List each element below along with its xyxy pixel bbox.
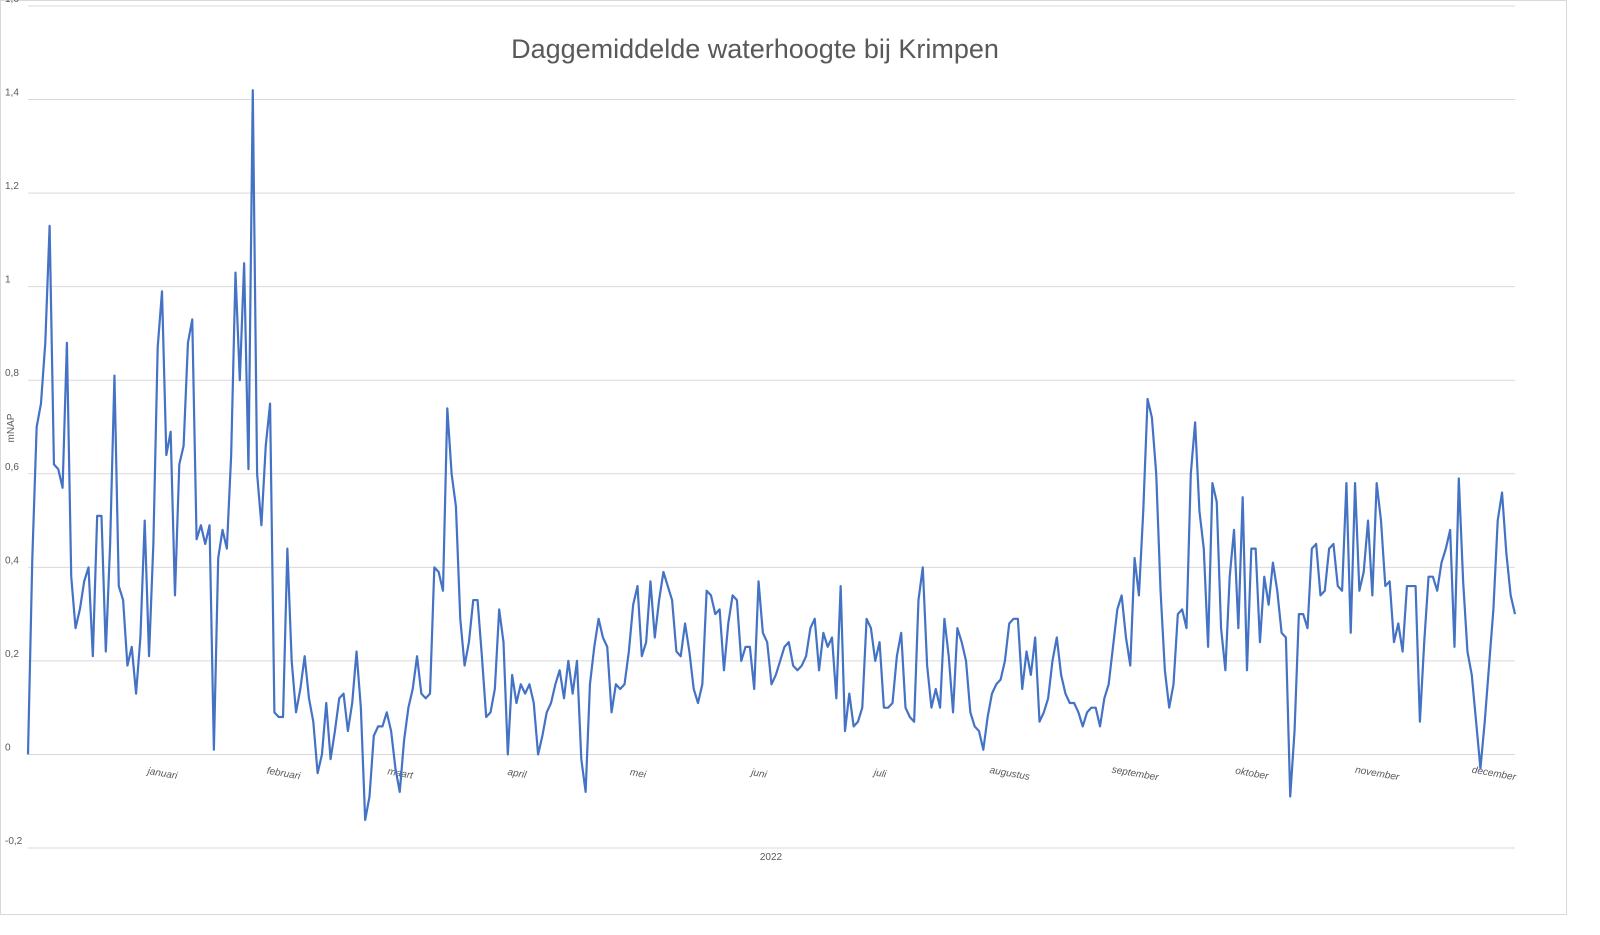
- y-tick-label: 0,2: [5, 649, 19, 660]
- data-line: [26, 89, 1517, 822]
- y-tick-label: 1,6: [5, 0, 19, 5]
- x-tick-label: mei: [629, 767, 648, 781]
- y-tick-label: 1,2: [5, 181, 19, 192]
- y-tick-label: 1,4: [5, 88, 19, 99]
- y-tick-label: 0,6: [5, 462, 19, 473]
- x-tick-label: juni: [748, 767, 768, 781]
- y-tick-label: 0,8: [5, 368, 19, 379]
- chart-title: Daggemiddelde waterhoogte bij Krimpen: [511, 34, 999, 64]
- x-tick-label: april: [507, 767, 528, 781]
- chart-frame: [0, 0, 1567, 915]
- y-tick-label: 1: [5, 275, 11, 286]
- y-axis-label: mNAP: [6, 413, 17, 442]
- y-tick-label: 0: [5, 742, 11, 753]
- y-tick-label: -0,2: [5, 836, 23, 847]
- x-axis-label: 2022: [760, 852, 783, 863]
- x-tick-label: juli: [871, 767, 888, 780]
- y-tick-label: 0,4: [5, 555, 19, 566]
